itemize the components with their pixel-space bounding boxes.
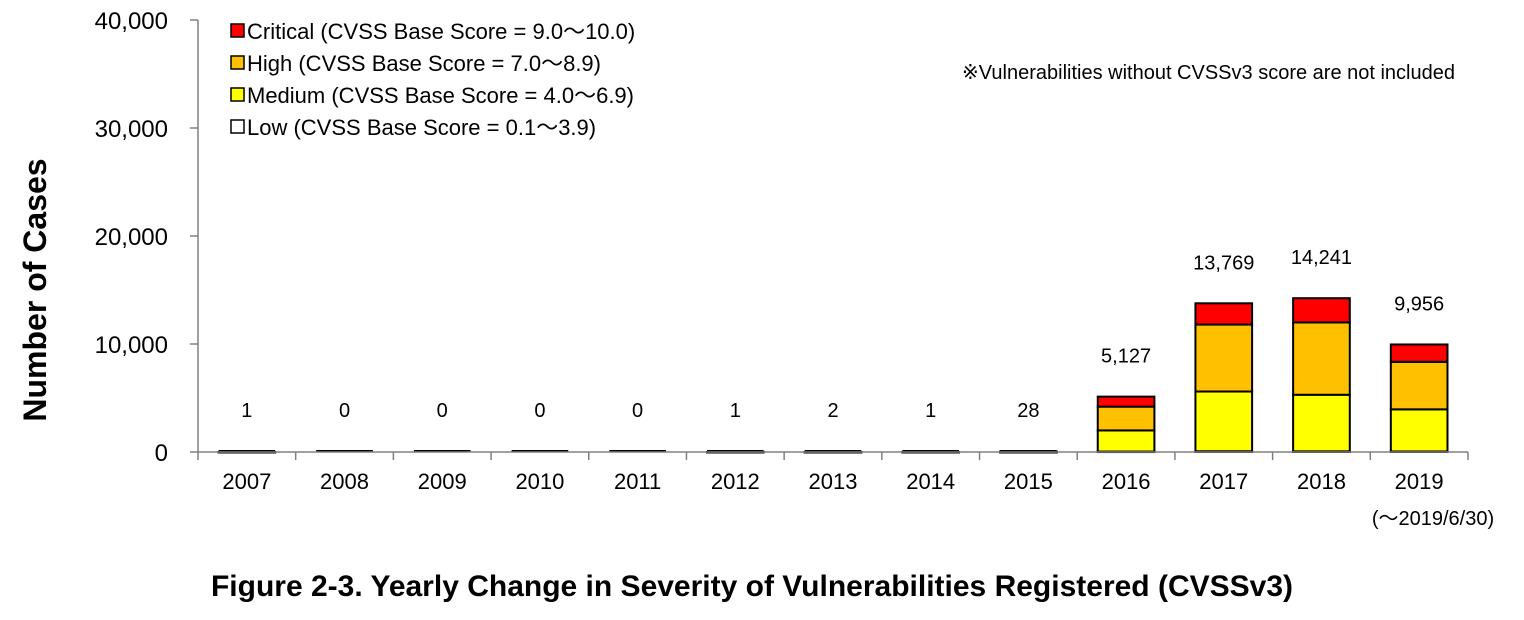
total-label: 0: [339, 400, 350, 422]
x-tick-label: 2011: [614, 469, 661, 494]
last-category-note: (～2019/6/30): [1372, 508, 1494, 530]
bar-segment: [1096, 405, 1156, 432]
bar-segment: [1194, 390, 1254, 453]
x-tick-label: 2008: [320, 469, 369, 494]
bar-segment: [1389, 360, 1449, 411]
y-tick-label: 30,000: [95, 116, 168, 143]
x-tick-label: 2017: [1199, 469, 1248, 494]
total-label: 13,769: [1193, 252, 1254, 274]
x-tick-label: 2014: [906, 469, 955, 494]
figure-caption: Figure 2-3. Yearly Change in Severity of…: [211, 570, 1293, 603]
legend-swatch: [230, 87, 245, 102]
legend-label: Low (CVSS Base Score = 0.1～3.9): [247, 115, 596, 140]
legend-label: High (CVSS Base Score = 7.0～8.9): [247, 51, 601, 76]
axes: [197, 20, 1469, 460]
legend-label: Critical (CVSS Base Score = 9.0～10.0): [247, 19, 635, 44]
x-tick-label: 2010: [515, 469, 564, 494]
legend-swatch: [230, 55, 245, 70]
x-tick-label: 2007: [222, 469, 271, 494]
legend-swatch: [230, 119, 245, 134]
total-label: 1: [241, 400, 252, 422]
y-axis-label: Number of Cases: [17, 158, 53, 421]
bar-segment: [1389, 343, 1449, 363]
total-label: 1: [925, 400, 936, 422]
total-label: 5,127: [1101, 346, 1151, 368]
total-label: 0: [534, 400, 545, 422]
legend: Critical (CVSS Base Score = 9.0～10.0) Hig…: [230, 19, 635, 140]
total-label: 14,241: [1291, 247, 1352, 269]
bar-segment: [1292, 297, 1351, 324]
bar-segment: [1096, 429, 1156, 453]
bar-segment: [1096, 395, 1156, 408]
total-label: 0: [437, 400, 448, 422]
x-tick-label: 2016: [1102, 469, 1151, 494]
x-tick-label: 2015: [1004, 469, 1053, 494]
total-label: 2: [827, 400, 838, 422]
total-label: 9,956: [1394, 293, 1444, 315]
x-tick-label: 2019: [1395, 469, 1444, 494]
bar-segment: [1389, 408, 1449, 453]
y-tick-label: 0: [155, 440, 168, 467]
total-labels: 1 0 0 0 0 1 2 1 28 5,127 13,769 14,241 9,956: [241, 247, 1444, 422]
x-tick-label: 2012: [711, 469, 760, 494]
bar-segment: [1194, 302, 1254, 326]
legend-label: Medium (CVSS Base Score = 4.0～6.9): [247, 83, 634, 108]
bar-segment: [1194, 323, 1254, 393]
total-label: 0: [632, 400, 643, 422]
total-label: 28: [1017, 400, 1039, 422]
y-axis-ticks: 0 10,000 20,000 30,000 40,000: [95, 8, 198, 467]
x-tick-label: 2018: [1297, 469, 1346, 494]
total-label: 1: [730, 400, 741, 422]
y-tick-label: 20,000: [95, 224, 168, 251]
bar-segment: [1292, 393, 1351, 453]
chart-note: ※Vulnerabilities without CVSSv3 score ar…: [962, 62, 1455, 84]
y-tick-label: 40,000: [95, 8, 168, 35]
y-tick-label: 10,000: [95, 332, 168, 359]
bar-segment: [1292, 321, 1351, 396]
x-axis-ticks: 2007 2008 2009 2010 2011 2012 2013 2014 2015 2016…: [222, 469, 1443, 494]
bars: [217, 297, 1449, 454]
x-tick-label: 2009: [418, 469, 467, 494]
x-tick-label: 2013: [809, 469, 858, 494]
legend-swatch: [230, 23, 245, 38]
